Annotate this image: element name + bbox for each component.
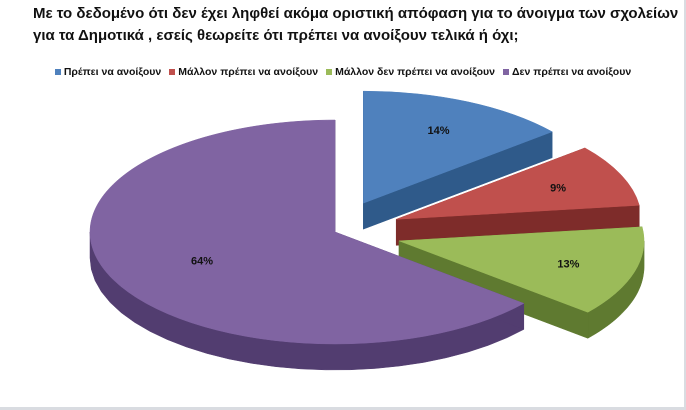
legend-item-4: Δεν πρέπει να ανοίξουν: [503, 66, 631, 78]
pie-slice-2: [396, 147, 640, 220]
data-label-3: 13%: [557, 258, 579, 270]
pie-slice-1: [363, 90, 553, 204]
data-label-1: 14%: [427, 125, 449, 137]
legend-label-3: Μάλλον δεν πρέπει να ανοίξουν: [335, 66, 495, 78]
chart-legend: Πρέπει να ανοίξουν Μάλλον πρέπει να ανοί…: [0, 66, 686, 78]
legend-label-2: Μάλλον πρέπει να ανοίξουν: [178, 66, 319, 78]
data-label-4: 64%: [191, 256, 213, 268]
legend-swatch-1: [54, 69, 61, 75]
chart-title: Με το δεδομένο ότι δεν έχει ληφθεί ακόμα…: [33, 3, 679, 47]
pie-slice-3: [398, 226, 645, 313]
legend-swatch-4: [503, 69, 509, 75]
chart-title-line-1: Με το δεδομένο ότι δεν έχει ληφθεί ακόμα…: [33, 5, 679, 22]
legend-label-1: Πρέπει να ανοίξουν: [63, 66, 162, 78]
legend-label-4: Δεν πρέπει να ανοίξουν: [512, 66, 632, 78]
legend-item-2: Μάλλον πρέπει να ανοίξουν: [169, 66, 318, 78]
legend-swatch-3: [326, 69, 333, 75]
legend-item-3: Μάλλον δεν πρέπει να ανοίξουν: [326, 66, 495, 78]
pie-slice-4: [89, 119, 525, 345]
legend-item-1: Πρέπει να ανοίξουν: [54, 66, 162, 78]
data-label-2: 9%: [550, 182, 566, 194]
chart-title-line-2: για τα Δημοτικά , εσείς θεωρείτε ότι πρέ…: [33, 27, 519, 44]
legend-swatch-2: [169, 69, 176, 75]
